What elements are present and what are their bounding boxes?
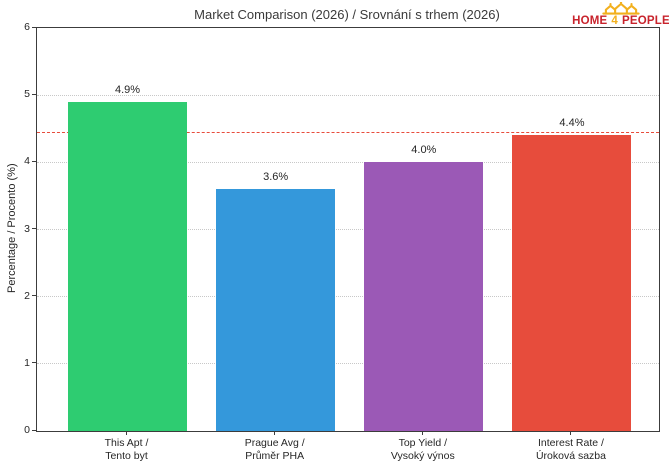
bar: [216, 189, 336, 431]
reference-line: [37, 132, 659, 134]
x-tick-mark: [274, 431, 276, 435]
chart-title: Market Comparison (2026) / Srovnání s tr…: [194, 7, 500, 22]
x-tick-label-line: Průměr PHA: [245, 450, 305, 462]
y-tick-mark: [32, 26, 36, 28]
y-tick-label: 4: [24, 155, 30, 168]
y-tick-mark: [32, 228, 36, 229]
bar: [68, 101, 187, 431]
plot-area: HOME 4 PEOPLE 4.9% 3.6% 4.0% 4.4%: [36, 27, 660, 432]
x-tick-label: Top Yield / Vysoký výnos: [348, 437, 498, 463]
y-tick-mark: [32, 295, 36, 297]
grid-line: [37, 363, 659, 365]
x-tick-mark: [570, 431, 572, 435]
x-tick-label-line: Vysoký výnos: [390, 450, 455, 462]
y-tick-label: 5: [24, 88, 30, 101]
bar-value-label: 4.4%: [559, 117, 585, 130]
x-tick-label-line: Tento byt: [105, 450, 148, 462]
logo-crown-icon: [602, 2, 640, 15]
y-tick-label: 6: [24, 21, 30, 33]
grid-line: [37, 161, 659, 163]
y-tick-mark: [32, 429, 36, 431]
y-tick-label: 3: [24, 222, 30, 235]
logo-text: HOME 4 PEOPLE: [572, 15, 669, 28]
grid-line: [37, 229, 659, 230]
bar-value-label: 4.0%: [411, 144, 437, 157]
bar: [512, 135, 632, 431]
logo-word-home: HOME: [572, 15, 608, 27]
x-tick-label-line: Top Yield /: [398, 437, 448, 449]
grid-line: [37, 296, 659, 298]
x-tick-label: Interest Rate / Úroková sazba: [496, 437, 646, 463]
y-tick-label: 2: [24, 289, 30, 302]
logo-word-four: 4: [611, 15, 619, 27]
grid-line: [37, 94, 659, 96]
y-tick-mark: [32, 160, 36, 162]
x-tick-label-line: Interest Rate /: [537, 437, 604, 449]
y-tick-label: 1: [24, 356, 30, 369]
y-tick-mark: [32, 93, 36, 95]
bar: [364, 162, 484, 431]
y-tick-label: 0: [24, 424, 30, 436]
bar-value-label: 3.6%: [263, 171, 289, 184]
x-tick-label-line: Úroková sazba: [535, 450, 606, 462]
x-tick-mark: [126, 431, 127, 435]
logo-word-people: PEOPLE: [622, 15, 669, 27]
y-tick-mark: [32, 362, 36, 364]
x-tick-mark: [422, 431, 424, 435]
x-tick-label-line: This Apt /: [104, 437, 149, 449]
x-tick-label-line: Prague Avg /: [244, 437, 305, 449]
x-tick-label: Prague Avg / Průměr PHA: [200, 437, 350, 463]
bar-value-label: 4.9%: [114, 83, 141, 96]
x-tick-label: This Apt / Tento byt: [52, 437, 202, 463]
home4people-logo: HOME 4 PEOPLE: [572, 2, 669, 28]
